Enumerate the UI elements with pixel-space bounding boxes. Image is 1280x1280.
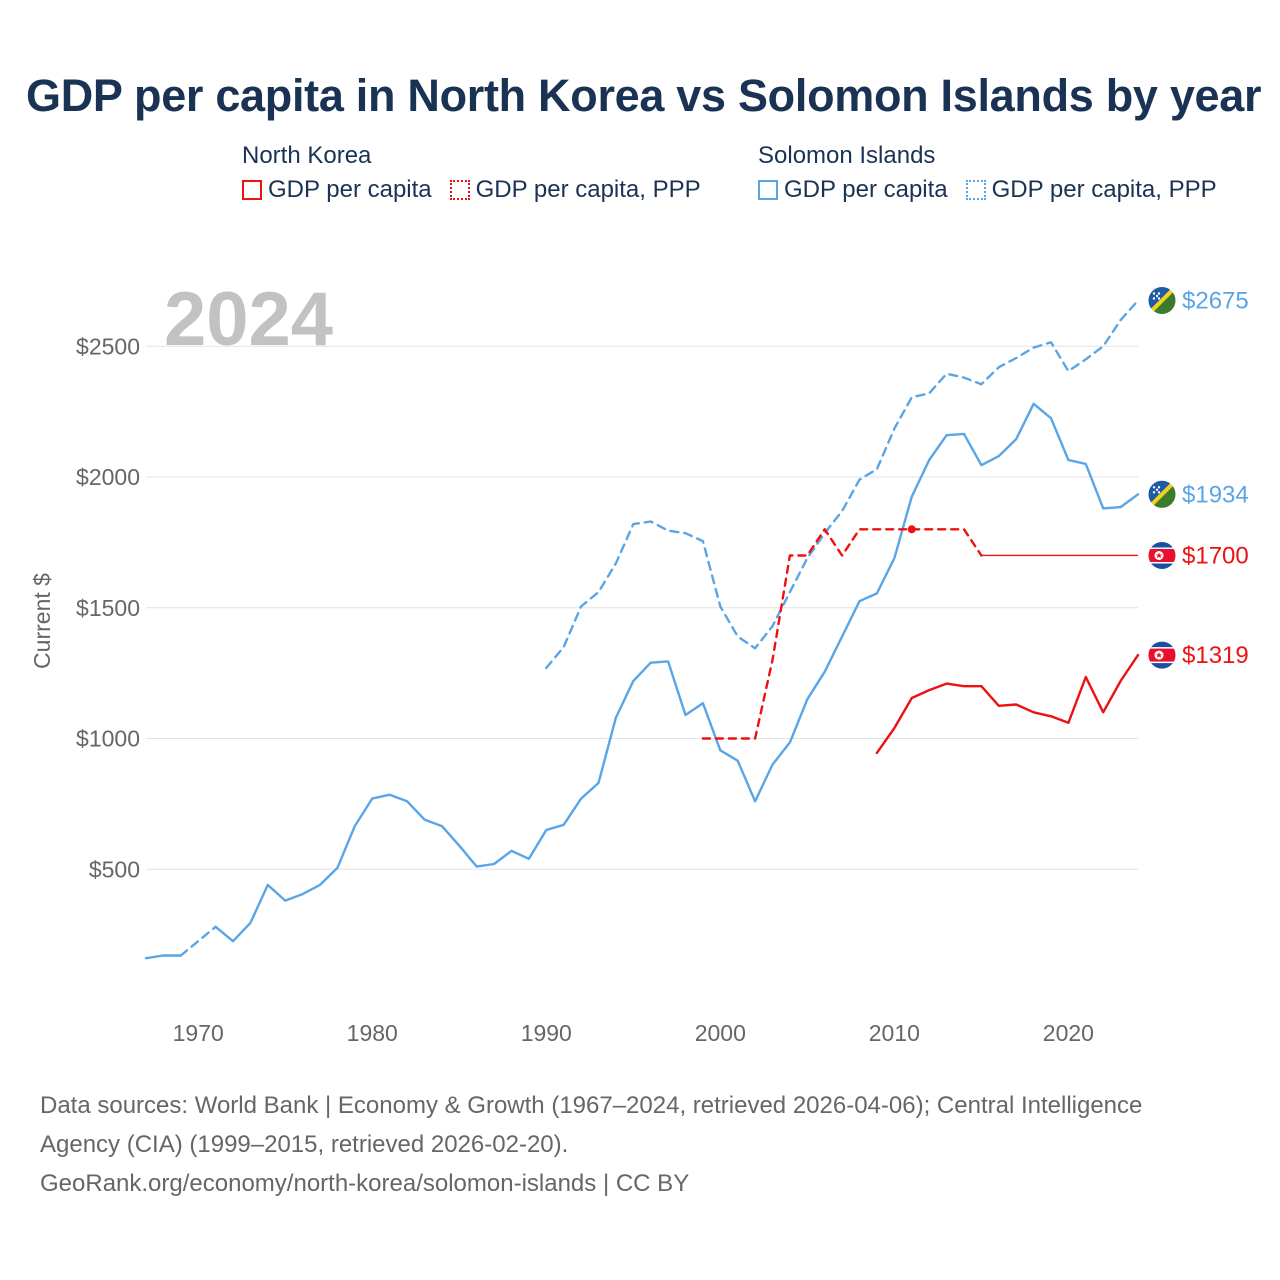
legend-item-nk-gdp-ppp[interactable]: GDP per capita, PPP bbox=[449, 176, 701, 204]
flag-background bbox=[1148, 641, 1176, 670]
gridlines bbox=[146, 345, 1138, 870]
series-line-solomon-gdp bbox=[144, 954, 182, 960]
x-tick-label: 2010 bbox=[869, 1020, 920, 1046]
series-line-north-korea-gdp bbox=[875, 653, 1140, 755]
y-tick-label: $1000 bbox=[76, 726, 140, 752]
end-value-label: $1700 bbox=[1182, 542, 1249, 569]
flag-border bbox=[1147, 286, 1177, 315]
x-tick-label: 2020 bbox=[1043, 1020, 1094, 1046]
flag-border bbox=[1147, 479, 1177, 509]
flag-red-band bbox=[1148, 648, 1176, 662]
legend-label: GDP per capita bbox=[784, 176, 948, 203]
y-tick-label: $2500 bbox=[76, 333, 140, 359]
footer: Data sources: World Bank | Economy & Gro… bbox=[40, 1086, 1250, 1203]
flag-star bbox=[1152, 292, 1156, 295]
series-line-solomon-gdp-ppp bbox=[545, 299, 1140, 670]
y-tick-label: $2000 bbox=[76, 464, 140, 490]
flag-border bbox=[1147, 640, 1177, 670]
legend-swatch-solid bbox=[758, 180, 778, 200]
x-tick-label: 1980 bbox=[347, 1020, 398, 1046]
end-markers: $2675 $1934 $1700 $1319 bbox=[1147, 286, 1249, 670]
solomon-islands-flag-icon bbox=[1147, 479, 1177, 509]
flag-star bbox=[1155, 294, 1159, 298]
flag-star bbox=[1157, 491, 1161, 494]
flag-disc bbox=[1154, 551, 1164, 560]
flag-white-band bbox=[1148, 547, 1176, 564]
legend-item-si-gdp[interactable]: GDP per capita bbox=[758, 176, 948, 204]
data-point-highlight bbox=[907, 525, 916, 534]
flag-star bbox=[1152, 486, 1156, 489]
flag-star bbox=[1157, 297, 1161, 300]
flag-star bbox=[1152, 491, 1156, 494]
x-tick-label: 1990 bbox=[521, 1020, 572, 1046]
legend-label: GDP per capita bbox=[268, 176, 432, 203]
x-tick-label: 1970 bbox=[173, 1020, 224, 1046]
series-line-north-korea-gdp-ppp bbox=[701, 528, 983, 740]
series-lines bbox=[144, 299, 1140, 960]
end-value-label: $2675 bbox=[1182, 287, 1249, 314]
flag-background bbox=[1148, 286, 1176, 315]
flag-white-band bbox=[1148, 647, 1176, 664]
flag-stripe bbox=[1148, 286, 1176, 315]
footer-source-line-1: Data sources: World Bank | Economy & Gro… bbox=[40, 1092, 1143, 1119]
flag-background bbox=[1148, 541, 1176, 570]
flag-star bbox=[1152, 297, 1156, 300]
chart-title: GDP per capita in North Korea vs Solomon… bbox=[26, 70, 1262, 121]
legend-group-solomon-islands: Solomon Islands GDP per capita GDP per c… bbox=[758, 142, 1217, 204]
series-line-solomon-gdp-gap bbox=[179, 925, 217, 957]
flag-background bbox=[1148, 480, 1176, 509]
legend-label: GDP per capita, PPP bbox=[991, 176, 1217, 203]
end-value-label: $1934 bbox=[1182, 481, 1249, 508]
y-tick-label: $1500 bbox=[76, 595, 140, 621]
legend-swatch-dotted bbox=[449, 180, 470, 200]
flag-red-band bbox=[1148, 549, 1176, 562]
end-value-label: $1319 bbox=[1182, 642, 1249, 669]
flag-triangle bbox=[1148, 286, 1176, 315]
axes: $500 $1000 $1500 $2000 $2500 1970 1980 1990 2000… bbox=[29, 277, 1094, 1046]
flag-star bbox=[1157, 486, 1161, 489]
legend-item-nk-gdp[interactable]: GDP per capita bbox=[242, 176, 432, 204]
flag-border bbox=[1147, 541, 1177, 570]
series-line-solomon-gdp bbox=[214, 402, 1140, 943]
legend-item-si-gdp-ppp[interactable]: GDP per capita, PPP bbox=[965, 176, 1217, 204]
north-korea-flag-icon bbox=[1147, 640, 1177, 670]
year-watermark: 2024 bbox=[164, 277, 333, 362]
flag-stripe bbox=[1148, 480, 1176, 509]
flag-disc bbox=[1154, 650, 1164, 660]
footer-credit: GeoRank.org/economy/north-korea/solomon-… bbox=[40, 1170, 690, 1197]
y-axis-label: Current $ bbox=[29, 573, 55, 669]
north-korea-flag-icon bbox=[1147, 541, 1177, 570]
flag-star bbox=[1155, 488, 1159, 491]
legend-label: GDP per capita, PPP bbox=[475, 176, 701, 203]
legend-country-north-korea: North Korea bbox=[242, 142, 372, 169]
x-tick-label: 2000 bbox=[695, 1020, 746, 1046]
legend-country-solomon-islands: Solomon Islands bbox=[758, 142, 936, 169]
flag-star bbox=[1157, 292, 1161, 295]
y-tick-label: $500 bbox=[89, 856, 140, 882]
legend-group-north-korea: North Korea GDP per capita GDP per capit… bbox=[242, 142, 719, 204]
flag-star bbox=[1155, 652, 1163, 658]
flag-triangle bbox=[1148, 480, 1176, 509]
legend-swatch-solid bbox=[242, 180, 262, 200]
solomon-islands-flag-icon bbox=[1147, 286, 1177, 315]
footer-source-line-2: Agency (CIA) (1999–2015, retrieved 2026-… bbox=[40, 1131, 569, 1158]
flag-star bbox=[1155, 552, 1163, 559]
legend-swatch-dotted bbox=[965, 180, 986, 200]
